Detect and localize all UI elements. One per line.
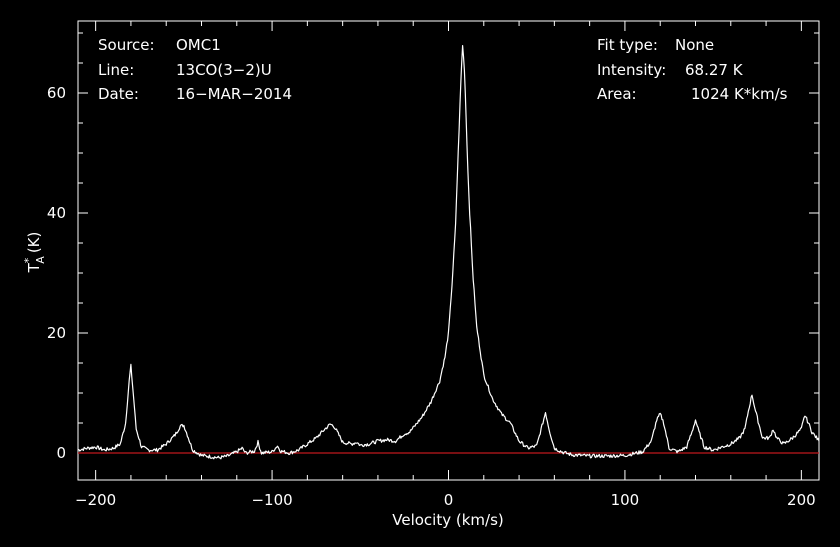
info-right: Fit type: None Intensity: 68.27 K Area: … (597, 36, 788, 103)
y-tick-label: 60 (47, 84, 66, 102)
y-axis-label-main: T (25, 262, 43, 273)
fit-type-value: None (675, 36, 714, 54)
source-value: OMC1 (176, 36, 221, 54)
date-label: Date: (98, 85, 139, 103)
svg-text:T*A(K): T*A (K) (22, 232, 47, 274)
y-ticks: 0 20 40 60 (47, 32, 819, 462)
x-ticks: −200 −100 0 100 200 (75, 21, 816, 509)
fit-type-label: Fit type: (597, 36, 658, 54)
y-axis-label-unit: (K) (25, 232, 43, 254)
line-value: 13CO(3−2)U (176, 61, 272, 79)
intensity-label: Intensity: (597, 61, 666, 79)
intensity-value: 68.27 K (685, 61, 744, 79)
x-tick-label: 200 (787, 491, 816, 509)
x-tick-label: 100 (611, 491, 640, 509)
area-label: Area: (597, 85, 637, 103)
x-axis-label: Velocity (km/s) (392, 511, 503, 529)
y-axis-label-sup: * (22, 257, 35, 263)
y-axis-label-sub: A (34, 256, 47, 264)
x-tick-label: 0 (444, 491, 454, 509)
date-value: 16−MAR−2014 (176, 85, 292, 103)
y-tick-label: 0 (56, 444, 66, 462)
y-tick-label: 40 (47, 204, 66, 222)
line-label: Line: (98, 61, 134, 79)
x-tick-label: −100 (251, 491, 292, 509)
source-label: Source: (98, 36, 155, 54)
y-axis-label: T*A (K) (22, 232, 47, 274)
y-tick-label: 20 (47, 324, 66, 342)
area-value: 1024 K*km/s (691, 85, 788, 103)
series-line (77, 44, 820, 460)
x-tick-label: −200 (75, 491, 116, 509)
info-left: Source: OMC1 Line: 13CO(3−2)U Date: 16−M… (98, 36, 292, 103)
